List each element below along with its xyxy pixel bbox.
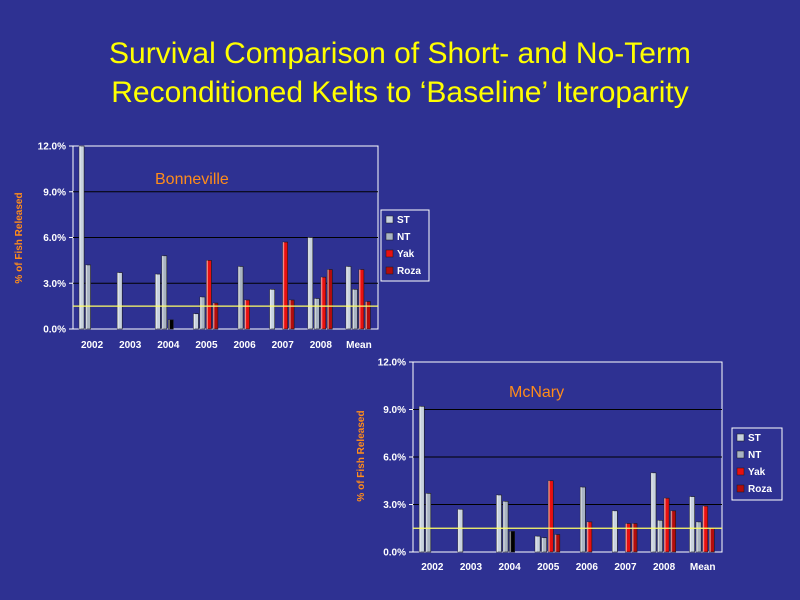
bar-highlight	[702, 506, 705, 552]
bar-highlight	[548, 480, 550, 552]
legend-swatch-roza	[736, 484, 745, 493]
x-tick-label: 2004	[498, 562, 521, 573]
chart-label: McNary	[509, 384, 564, 401]
bar-highlight	[314, 298, 316, 329]
y-tick-label: 3.0%	[43, 279, 66, 290]
legend-entry-nt: NT	[748, 450, 761, 461]
slide-title: Survival Comparison of Short- and No-Ter…	[0, 34, 800, 112]
x-tick-label: 2006	[233, 340, 256, 351]
y-tick-label: 6.0%	[43, 233, 66, 244]
bar-highlight	[199, 296, 202, 329]
x-tick-label: 2003	[119, 340, 142, 351]
bar-highlight	[161, 255, 164, 329]
legend-entry-roza: Roza	[748, 484, 772, 495]
legend-swatch-nt	[736, 450, 745, 459]
y-tick-label: 9.0%	[43, 187, 66, 198]
bar-highlight	[212, 303, 215, 329]
bar-highlight	[307, 237, 310, 329]
chart-mcnary: 0.0% 3.0% 6.0% 9.0% 12.0% 2002 2003 2004 2005 200…	[356, 358, 783, 573]
legend-swatch-yak	[736, 467, 745, 476]
y-tick-label: 0.0%	[383, 548, 406, 559]
x-tick-label: 2004	[157, 340, 180, 351]
bar-highlight	[625, 523, 627, 552]
legend-entry-yak: Yak	[748, 467, 766, 478]
y-tick-label: 6.0%	[383, 453, 406, 464]
bar-highlight	[650, 472, 653, 552]
legend-entry-yak: Yak	[397, 249, 415, 260]
bar-highlight	[586, 521, 589, 552]
bar-highlight	[269, 289, 272, 329]
bar-highlight	[244, 300, 247, 329]
bar-highlight	[502, 501, 505, 552]
x-tick-label: Mean	[690, 562, 716, 573]
x-tick-label: 2007	[614, 562, 637, 573]
bar-highlight	[554, 534, 557, 552]
x-tick-label: 2003	[460, 562, 483, 573]
x-tick-label: Mean	[346, 340, 372, 351]
bar-highlight	[85, 264, 88, 329]
bar-highlight	[327, 269, 329, 329]
bar-highlight	[193, 313, 195, 329]
bar-highlight	[689, 496, 692, 552]
legend-entry-roza: Roza	[397, 266, 421, 277]
legend-entry-st: ST	[397, 215, 410, 226]
chart-label: Bonneville	[155, 171, 229, 188]
legend-swatch-nt	[385, 232, 394, 241]
bar-highlight	[496, 495, 498, 552]
x-tick-label: 2002	[81, 340, 104, 351]
bar-highlight	[632, 523, 634, 552]
bar-highlight	[696, 521, 698, 552]
bar-highlight	[425, 493, 428, 552]
bar-highlight	[282, 242, 285, 329]
y-tick-label: 9.0%	[383, 405, 406, 416]
bar-highlight	[365, 301, 367, 329]
bar-highlight	[155, 274, 157, 329]
bar-highlight	[358, 269, 361, 329]
bar-highlight	[206, 260, 208, 329]
x-tick-label: 2007	[272, 340, 295, 351]
bar-highlight	[541, 537, 544, 552]
x-tick-label: 2008	[653, 562, 676, 573]
y-tick-label: 12.0%	[378, 358, 406, 369]
bar-highlight	[535, 536, 537, 552]
bar-highlight	[670, 510, 673, 552]
legend-swatch-st	[385, 215, 394, 224]
x-tick-label: 2005	[537, 562, 560, 573]
bar-highlight	[580, 487, 582, 552]
legend-swatch-yak	[385, 249, 394, 258]
legend-entry-nt: NT	[397, 232, 410, 243]
x-tick-label: 2002	[421, 562, 444, 573]
y-tick-label: 12.0%	[38, 142, 66, 153]
bar-highlight	[79, 146, 81, 329]
bar-highlight	[352, 289, 354, 329]
legend-swatch-st	[736, 433, 745, 442]
bar-highlight	[168, 319, 170, 329]
x-tick-label: 2005	[195, 340, 218, 351]
bar-highlight	[612, 510, 614, 552]
y-tick-label: 3.0%	[383, 500, 406, 511]
bar-highlight	[657, 520, 659, 552]
bar-highlight	[345, 266, 348, 329]
slide-title-line-2: Reconditioned Kelts to ‘Baseline’ Iterop…	[111, 76, 689, 109]
legend-swatch-roza	[385, 266, 394, 275]
bar-highlight	[664, 498, 666, 552]
bar-highlight	[509, 531, 512, 552]
bar-highlight	[419, 406, 421, 552]
chart-bonneville: 0.0% 3.0% 6.0% 9.0% 12.0% 2002 2003 2004 2005 200…	[14, 142, 430, 351]
slide-title-line-1: Survival Comparison of Short- and No-Ter…	[109, 37, 691, 70]
legend-entry-st: ST	[748, 433, 761, 444]
y-axis-label: % of Fish Released	[356, 410, 367, 501]
bar-highlight	[709, 528, 711, 552]
x-tick-label: 2008	[310, 340, 333, 351]
bar-highlight	[238, 266, 240, 329]
bar-highlight	[320, 277, 323, 329]
y-axis-label: % of Fish Released	[14, 192, 25, 283]
y-tick-label: 0.0%	[43, 325, 66, 336]
bar-highlight	[457, 509, 460, 552]
bar-highlight	[289, 300, 291, 329]
bar-highlight	[117, 272, 119, 329]
x-tick-label: 2006	[576, 562, 599, 573]
